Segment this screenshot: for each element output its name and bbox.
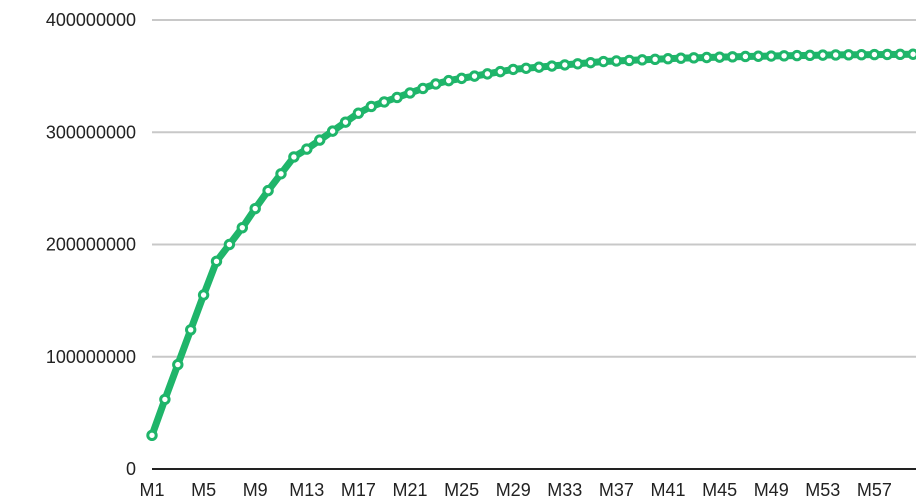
series-layer xyxy=(146,48,916,442)
data-point-0-47 xyxy=(752,50,764,62)
data-point-0-59 xyxy=(907,48,916,60)
x-tick-label-10: M41 xyxy=(650,480,685,500)
y-tick-label-3: 300000000 xyxy=(46,122,136,142)
data-point-0-34 xyxy=(584,56,597,69)
data-point-0-14 xyxy=(326,125,339,137)
x-tick-label-8: M33 xyxy=(547,480,582,500)
x-tick-label-0: M1 xyxy=(139,480,164,500)
data-point-0-33 xyxy=(572,58,584,70)
x-tick-label-4: M17 xyxy=(341,480,376,500)
data-point-0-52 xyxy=(817,49,829,61)
x-tick-label-3: M13 xyxy=(289,480,324,500)
data-point-0-44 xyxy=(713,51,726,63)
data-point-0-0 xyxy=(146,429,158,442)
data-point-0-5 xyxy=(210,255,223,268)
data-point-0-32 xyxy=(559,59,571,71)
x-tick-label-6: M25 xyxy=(444,480,479,500)
data-point-0-55 xyxy=(855,48,868,61)
data-point-0-46 xyxy=(739,50,752,63)
data-point-0-37 xyxy=(623,54,635,67)
data-point-0-43 xyxy=(701,51,713,64)
y-tick-label-2: 200000000 xyxy=(46,235,136,255)
data-point-0-28 xyxy=(507,63,519,76)
data-point-0-25 xyxy=(468,70,481,82)
data-point-0-49 xyxy=(778,50,790,62)
data-point-0-9 xyxy=(262,184,274,197)
x-axis-labels: M1 M5 M9 M13 M17 M21 M25 M29 M33 M37 M41 M45 M49 M53 M… xyxy=(139,480,891,500)
data-point-0-16 xyxy=(352,107,365,119)
x-tick-label-1: M5 xyxy=(191,480,216,500)
data-point-0-42 xyxy=(688,52,700,64)
data-point-0-17 xyxy=(365,100,377,113)
x-tick-label-14: M57 xyxy=(857,480,892,500)
data-point-0-35 xyxy=(597,55,610,68)
data-point-0-4 xyxy=(197,289,210,301)
data-point-0-2 xyxy=(172,358,184,371)
data-point-0-15 xyxy=(339,116,352,128)
data-point-0-41 xyxy=(675,52,687,64)
data-point-0-22 xyxy=(430,78,442,90)
y-tick-label-1: 100000000 xyxy=(46,347,136,367)
data-point-0-13 xyxy=(314,134,326,146)
data-point-0-26 xyxy=(481,68,494,80)
data-point-0-58 xyxy=(894,48,906,61)
data-point-0-54 xyxy=(842,49,855,61)
y-axis-labels: 0 100000000 200000000 300000000 400000000 xyxy=(46,10,136,479)
grid-lines xyxy=(152,19,916,358)
y-tick-label-4: 400000000 xyxy=(46,10,136,30)
data-point-0-12 xyxy=(301,143,313,155)
data-point-0-40 xyxy=(662,53,674,65)
data-point-0-19 xyxy=(391,91,403,104)
x-tick-label-13: M53 xyxy=(805,480,840,500)
data-point-0-11 xyxy=(288,151,300,163)
data-point-0-20 xyxy=(404,87,416,99)
x-tick-label-7: M29 xyxy=(496,480,531,500)
data-point-0-31 xyxy=(546,60,558,72)
x-tick-label-9: M37 xyxy=(599,480,634,500)
data-point-0-51 xyxy=(804,49,816,62)
x-tick-label-5: M21 xyxy=(392,480,427,500)
data-point-0-1 xyxy=(159,393,171,406)
data-point-0-7 xyxy=(236,221,249,234)
data-point-0-45 xyxy=(726,51,739,63)
data-point-0-36 xyxy=(610,55,623,67)
data-point-0-48 xyxy=(765,50,777,62)
data-point-0-3 xyxy=(185,324,197,336)
data-point-0-56 xyxy=(868,48,881,61)
data-point-0-30 xyxy=(533,61,545,73)
data-point-0-50 xyxy=(791,49,803,62)
data-point-0-39 xyxy=(649,53,661,65)
x-tick-label-11: M45 xyxy=(702,480,737,500)
data-point-0-6 xyxy=(223,238,236,251)
data-point-0-27 xyxy=(494,65,506,78)
data-point-0-53 xyxy=(830,49,842,61)
data-point-0-57 xyxy=(881,48,893,61)
data-point-0-18 xyxy=(378,96,390,108)
y-tick-label-0: 0 xyxy=(126,459,136,479)
x-tick-label-12: M49 xyxy=(754,480,789,500)
data-point-0-21 xyxy=(417,82,429,95)
x-tick-label-2: M9 xyxy=(243,480,268,500)
data-point-0-10 xyxy=(275,168,287,180)
data-point-0-8 xyxy=(249,202,261,215)
data-point-0-23 xyxy=(443,74,455,87)
data-point-0-29 xyxy=(520,62,532,74)
data-point-0-38 xyxy=(636,54,648,66)
data-point-0-24 xyxy=(455,72,468,85)
